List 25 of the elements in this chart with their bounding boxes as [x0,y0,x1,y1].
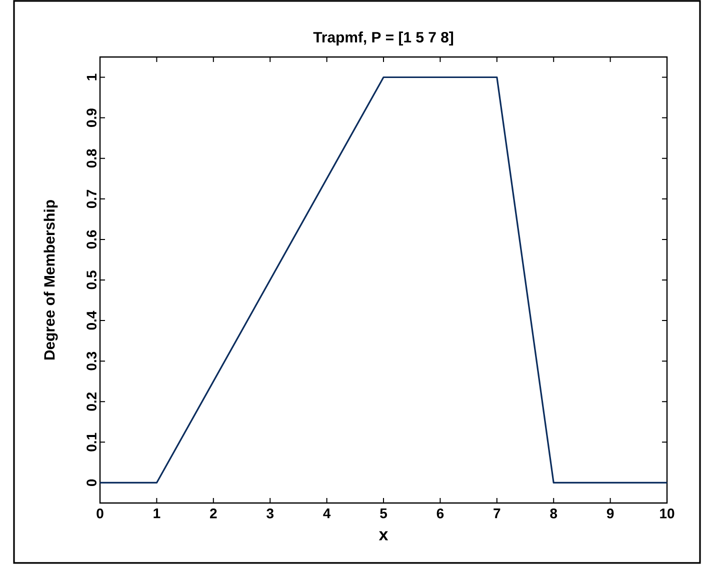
x-tick-label: 6 [436,508,444,518]
y-tick-label: 0.4 [86,310,96,330]
chart-title: Trapmf, P = [1 5 7 8] [313,32,454,46]
x-tick-label: 7 [494,508,500,518]
y-tick-label: 0.9 [86,108,96,127]
x-tick-label: 2 [210,508,217,518]
y-tick-label: 1 [86,74,96,80]
y-tick-label: 0.7 [86,190,96,208]
x-tick-label: 10 [660,508,674,518]
y-tick-label: 0.1 [86,432,96,452]
y-tick-label: 0.2 [86,392,96,411]
x-tick-label: 4 [323,508,331,518]
y-tick-label: 0 [86,479,96,486]
x-tick-label: 3 [266,508,274,518]
x-tick-label: 0 [96,508,104,518]
x-axis-title: x [378,531,388,540]
y-tick-label: 0.6 [86,230,96,249]
x-tick-label: 5 [380,508,388,518]
y-tick-label: 0.5 [86,270,96,290]
y-axis-title: Degree of Membership [44,200,58,360]
x-tick-label: 8 [550,508,558,518]
y-tick-label: 0.8 [86,149,96,168]
x-tick-label: 9 [606,508,614,518]
x-tick-label: 1 [154,508,160,518]
y-tick-label: 0.3 [86,352,96,370]
